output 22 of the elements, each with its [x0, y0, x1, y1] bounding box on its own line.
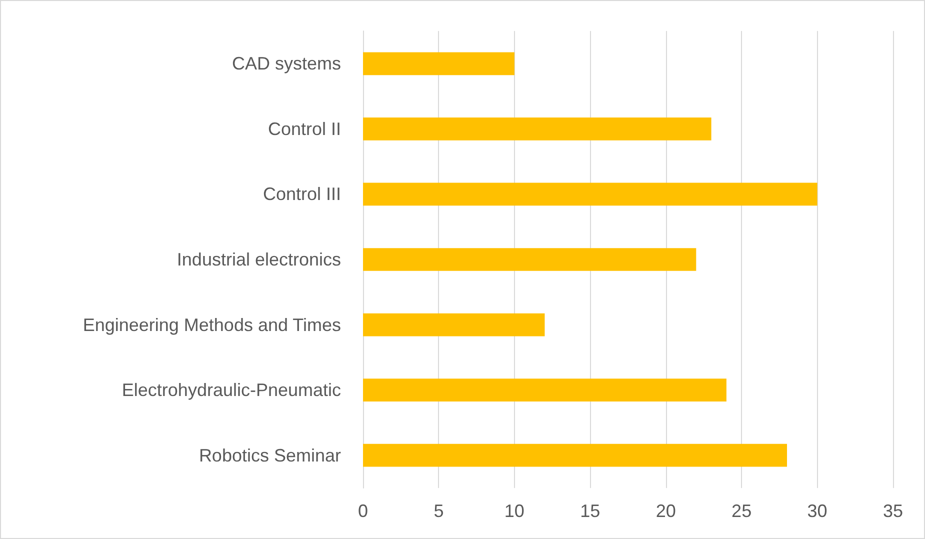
bar [363, 378, 726, 402]
y-tick-label: CAD systems [232, 54, 341, 74]
x-tick-label: 20 [656, 501, 676, 521]
x-tick-label: 15 [580, 501, 600, 521]
x-tick-label: 25 [732, 501, 752, 521]
y-tick-label: Control II [268, 118, 341, 139]
y-tick-label: Engineering Methods and Times [82, 314, 341, 335]
x-tick-label: 5 [434, 501, 444, 521]
x-tick-label: 35 [882, 501, 904, 521]
y-tick-label: Industrial electronics [176, 250, 341, 270]
bar [363, 313, 545, 336]
y-tick-label: Electrohydraulic-Pneumatic [122, 380, 341, 400]
bar [363, 444, 787, 467]
y-tick-label: Robotics Seminar [198, 445, 341, 466]
bar [363, 248, 696, 271]
bar [363, 118, 712, 140]
y-tick-label: Control III [262, 184, 341, 204]
bar [363, 182, 818, 206]
x-tick-label: 0 [358, 501, 368, 521]
bar [363, 52, 514, 76]
x-tick-label: 10 [504, 501, 524, 521]
x-tick-label: 30 [807, 501, 828, 521]
